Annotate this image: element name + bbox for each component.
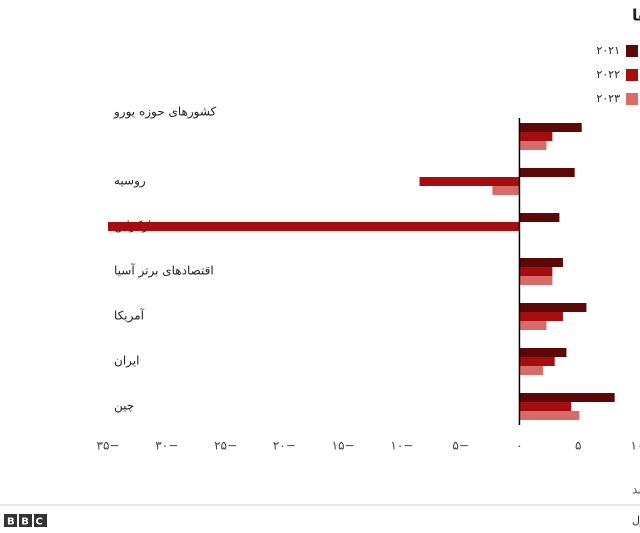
x-tick-label: ۲۵− — [214, 439, 237, 453]
bar — [519, 141, 547, 150]
x-axis-label: درصد — [632, 483, 640, 498]
bar — [519, 168, 575, 177]
logo-text: BBC — [7, 517, 49, 528]
logo-block — [4, 514, 17, 527]
y-tick-label: کشورهای حوزه یورو — [113, 105, 217, 120]
bar — [108, 222, 520, 231]
x-tick-label: ۵ — [575, 439, 581, 453]
bar — [519, 123, 582, 132]
bar — [519, 411, 580, 420]
bar — [419, 177, 520, 186]
bar — [519, 303, 587, 312]
bar — [519, 402, 572, 411]
bar — [519, 258, 563, 267]
x-tick-label: ۱۰− — [390, 439, 413, 453]
y-tick-label: اقتصادهای برتر آسیا — [114, 263, 214, 279]
y-tick-label: ایران — [114, 354, 139, 369]
y-tick-label: آمریکا — [114, 308, 145, 324]
legend-swatch — [626, 93, 638, 105]
bar — [519, 312, 563, 321]
bar — [519, 348, 567, 357]
y-tick-label: چین — [114, 399, 134, 414]
x-tick-label: ۱۰ — [631, 439, 640, 453]
x-tick-label: ۰ — [516, 439, 522, 453]
x-tick-label: ۳۰− — [155, 439, 178, 453]
bar — [519, 213, 560, 222]
bar — [519, 276, 553, 285]
y-tick-label: روسیه — [114, 174, 146, 189]
bar — [492, 186, 520, 195]
legend-swatch — [626, 69, 638, 81]
bar — [519, 393, 615, 402]
bar — [519, 267, 553, 276]
legend-swatch — [626, 45, 638, 57]
legend-label: ۲۰۲۳ — [596, 92, 620, 105]
x-tick-label: ۱۵− — [332, 439, 355, 453]
bar — [519, 321, 547, 330]
source: منبع: صندوق بین‌المللی پول — [632, 514, 640, 527]
bar — [519, 132, 553, 141]
logo-block — [34, 514, 47, 527]
legend-label: ۲۰۲۱ — [596, 44, 620, 57]
x-tick-label: ۵− — [452, 439, 469, 453]
logo: BBC — [4, 514, 49, 528]
x-tick-label: ۳۵− — [97, 439, 120, 453]
logo-block — [19, 514, 32, 527]
x-tick-label: ۲۰− — [273, 439, 296, 453]
legend-label: ۲۰۲۲ — [596, 68, 620, 81]
bar — [519, 366, 543, 375]
bar — [519, 357, 555, 366]
chart-title: پیش‌بینی رشد اقتصادی کشورها — [632, 6, 640, 26]
